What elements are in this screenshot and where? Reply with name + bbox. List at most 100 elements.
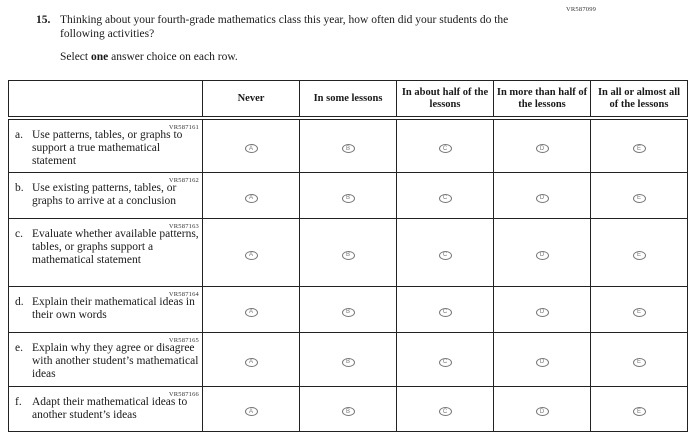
answer-bubble[interactable]: D: [535, 250, 549, 260]
table-row: VR587161 a. Use patterns, tables, or graph…: [8, 117, 688, 173]
bubble-letter: B: [345, 252, 350, 258]
row-letter: a.: [15, 129, 23, 141]
bubble-letter: A: [248, 309, 253, 315]
answer-bubble[interactable]: C: [438, 250, 452, 260]
bubble-letter: D: [539, 145, 545, 152]
row-letter: c.: [15, 227, 23, 240]
answer-bubble[interactable]: A: [244, 193, 258, 203]
option-cell: A: [202, 385, 300, 432]
row-code: VR587163: [168, 222, 199, 230]
row-stub: VR587165 e. Explain why they agree or disa…: [8, 331, 203, 387]
row-label: Use patterns, tables, or graphs to suppo…: [32, 129, 183, 167]
option-cell: B: [299, 331, 397, 387]
answer-bubble[interactable]: D: [535, 357, 549, 367]
stub-header: [8, 80, 203, 120]
answer-bubble[interactable]: A: [244, 307, 258, 317]
row-letter: f.: [15, 395, 22, 408]
row-stub: VR587163 c. Evaluate whether available pat…: [8, 217, 203, 287]
row-code: VR587162: [168, 176, 199, 184]
option-cell: E: [590, 171, 688, 219]
bubble-letter: B: [345, 309, 350, 315]
option-cell: C: [396, 285, 494, 333]
row-code: VR587161: [168, 124, 199, 131]
row-label: Adapt their mathematical ideas to anothe…: [32, 395, 188, 421]
answer-bubble[interactable]: B: [341, 357, 355, 367]
column-header-about-half: In about half of the lessons: [396, 80, 494, 120]
bubble-letter: C: [442, 309, 448, 315]
answer-bubble[interactable]: C: [438, 407, 452, 416]
row-label-wrap: c. Evaluate whether available patterns, t…: [15, 228, 200, 267]
option-cell: A: [202, 117, 300, 173]
bubble-letter: A: [248, 359, 253, 365]
bubble-letter: A: [248, 252, 253, 258]
option-cell: A: [202, 171, 300, 219]
bubble-letter: C: [442, 145, 448, 152]
row-label-wrap: f. Adapt their mathematical ideas to anot…: [15, 396, 200, 422]
option-cell: D: [493, 331, 591, 387]
row-label-wrap: e. Explain why they agree or disagree wit…: [15, 342, 200, 381]
bubble-letter: D: [539, 359, 545, 365]
table-row: VR587164 d. Explain their mathematical ide…: [8, 285, 688, 333]
answer-bubble[interactable]: E: [632, 250, 646, 260]
answer-bubble[interactable]: D: [535, 407, 549, 416]
answer-bubble[interactable]: A: [244, 407, 258, 416]
form-code: VR587099: [566, 6, 597, 13]
column-header-some-lessons: In some lessons: [299, 80, 397, 120]
bubble-letter: B: [345, 359, 350, 365]
answer-bubble[interactable]: B: [341, 307, 355, 317]
row-label-wrap: a. Use patterns, tables, or graphs to sup…: [15, 129, 200, 168]
answer-bubble[interactable]: A: [244, 144, 258, 154]
bubble-letter: E: [636, 408, 641, 415]
option-cell: C: [396, 217, 494, 287]
bubble-letter: D: [539, 309, 545, 315]
bubble-letter: D: [539, 252, 545, 258]
bubble-letter: D: [539, 195, 545, 201]
option-cell: B: [299, 171, 397, 219]
answer-bubble[interactable]: E: [632, 193, 646, 203]
answer-bubble[interactable]: E: [632, 407, 646, 416]
bubble-letter: B: [345, 195, 350, 201]
header-row: Never In some lessons In about half of t…: [8, 80, 688, 120]
row-stub: VR587161 a. Use patterns, tables, or graph…: [8, 117, 203, 173]
answer-bubble[interactable]: D: [535, 193, 549, 203]
bubble-letter: C: [442, 252, 448, 258]
column-header-more-than-half: In more than half of the lessons: [493, 80, 591, 120]
answer-bubble[interactable]: C: [438, 193, 452, 203]
option-cell: C: [396, 171, 494, 219]
answer-bubble[interactable]: E: [632, 357, 646, 367]
row-label-wrap: b. Use existing patterns, tables, or grap…: [15, 182, 200, 208]
answer-bubble[interactable]: D: [535, 144, 549, 154]
answer-bubble[interactable]: B: [341, 193, 355, 203]
option-cell: A: [202, 217, 300, 287]
option-cell: D: [493, 385, 591, 432]
option-cell: E: [590, 285, 688, 333]
option-cell: B: [299, 385, 397, 432]
bubble-letter: B: [345, 145, 350, 152]
option-cell: D: [493, 171, 591, 219]
option-cell: E: [590, 385, 688, 432]
answer-bubble[interactable]: A: [244, 250, 258, 260]
answer-bubble[interactable]: B: [341, 407, 355, 416]
row-label: Use existing patterns, tables, or graphs…: [32, 181, 177, 207]
answer-bubble[interactable]: C: [438, 144, 452, 154]
row-label: Explain why they agree or disagree with …: [32, 341, 199, 380]
answer-bubble[interactable]: C: [438, 357, 452, 367]
answer-bubble[interactable]: E: [632, 144, 646, 154]
answer-bubble[interactable]: B: [341, 250, 355, 260]
row-stub: VR587162 b. Use existing patterns, tables,…: [8, 171, 203, 219]
row-stub: VR587164 d. Explain their mathematical ide…: [8, 285, 203, 333]
answer-bubble[interactable]: A: [244, 357, 258, 367]
bubble-letter: E: [636, 309, 641, 315]
table-row: VR587165 e. Explain why they agree or disa…: [8, 331, 688, 387]
instruction-bold-word: one: [90, 51, 109, 63]
answer-bubble[interactable]: E: [632, 307, 646, 317]
answer-bubble[interactable]: C: [438, 307, 452, 317]
row-label: Evaluate whether available patterns, tab…: [32, 227, 199, 266]
answer-bubble[interactable]: D: [535, 307, 549, 317]
bubble-letter: C: [442, 195, 448, 201]
bubble-letter: C: [442, 359, 448, 365]
bubble-letter: A: [248, 408, 253, 415]
question-block: 15. Thinking about your fourth-grade mat…: [36, 13, 556, 64]
answer-bubble[interactable]: B: [341, 144, 355, 154]
table-row: VR587162 b. Use existing patterns, tables,…: [8, 171, 688, 219]
